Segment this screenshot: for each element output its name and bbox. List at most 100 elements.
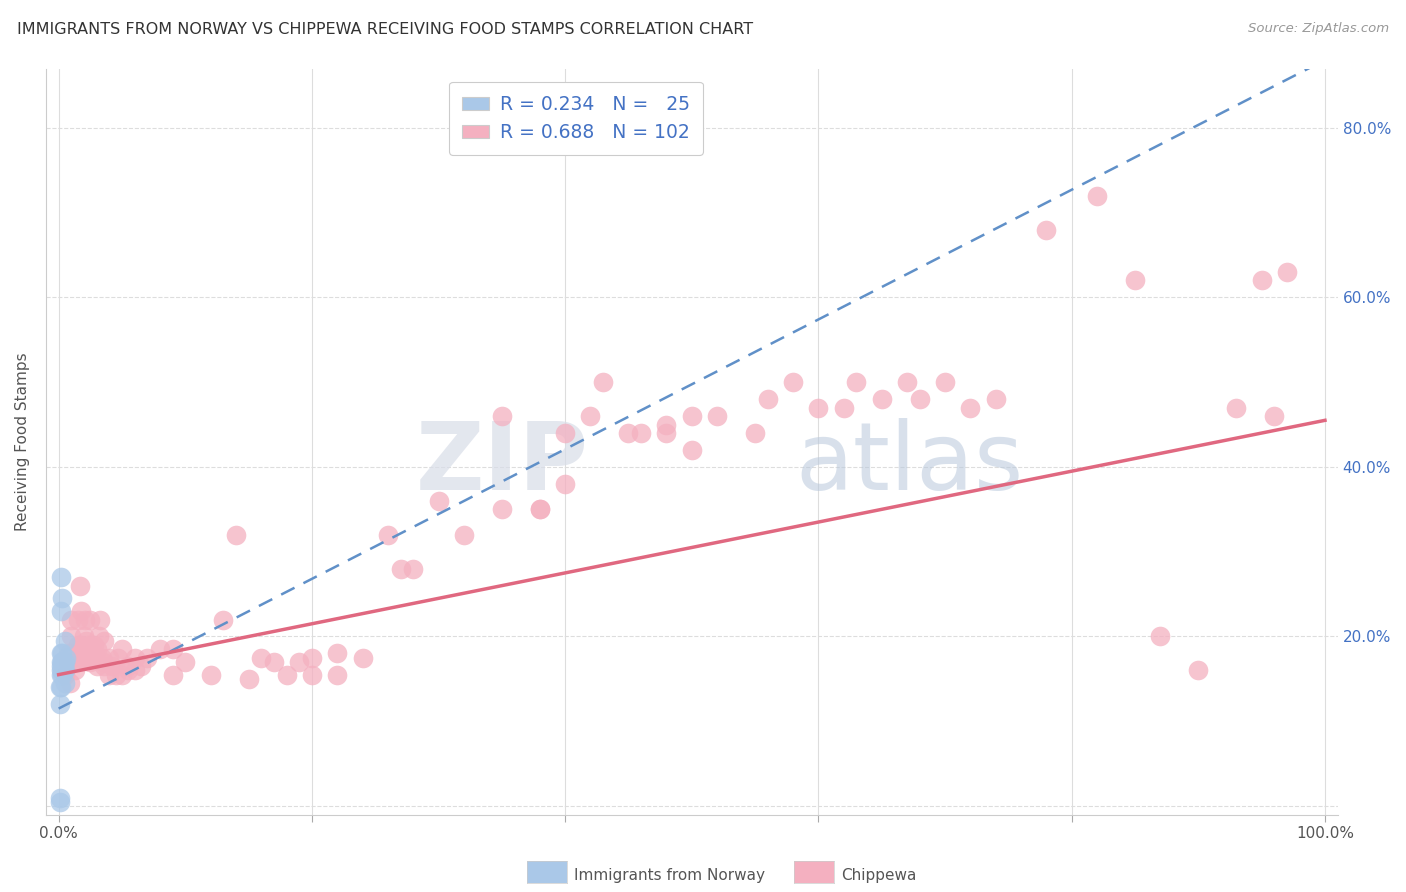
- Point: [51, 591, 73, 606]
- Point: [288, 655, 311, 669]
- Legend: R = 0.234   N =   25, R = 0.688   N = 102: R = 0.234 N = 25, R = 0.688 N = 102: [450, 82, 703, 155]
- Point: [655, 425, 678, 440]
- Point: [934, 375, 956, 389]
- Point: [238, 672, 260, 686]
- Point: [49, 790, 72, 805]
- Point: [69, 579, 91, 593]
- Text: Chippewa: Chippewa: [841, 869, 917, 883]
- Text: Immigrants from Norway: Immigrants from Norway: [574, 869, 765, 883]
- Point: [56, 655, 79, 669]
- Point: [86, 642, 108, 657]
- Point: [70, 638, 93, 652]
- Point: [402, 562, 425, 576]
- Point: [984, 392, 1007, 406]
- Point: [389, 562, 412, 576]
- Point: [59, 676, 82, 690]
- Point: [1225, 401, 1247, 415]
- Point: [1263, 409, 1285, 423]
- Point: [49, 681, 72, 695]
- Point: [453, 528, 475, 542]
- Point: [51, 664, 73, 678]
- Point: [51, 664, 73, 678]
- Point: [82, 650, 104, 665]
- Point: [89, 630, 111, 644]
- Point: [73, 630, 96, 644]
- Point: [53, 655, 76, 669]
- Point: [1275, 265, 1298, 279]
- Point: [51, 647, 73, 661]
- Point: [51, 604, 73, 618]
- Point: [76, 647, 98, 661]
- Point: [90, 650, 112, 665]
- Point: [162, 642, 184, 657]
- Point: [301, 650, 323, 665]
- Point: [807, 401, 830, 415]
- Point: [104, 667, 127, 681]
- Point: [681, 409, 703, 423]
- Point: [250, 650, 273, 665]
- Point: [70, 604, 93, 618]
- Point: [326, 667, 349, 681]
- Point: [1123, 273, 1146, 287]
- Point: [263, 655, 285, 669]
- Point: [83, 647, 105, 661]
- Point: [51, 667, 73, 681]
- Point: [617, 425, 640, 440]
- Point: [51, 659, 73, 673]
- Point: [124, 664, 146, 678]
- Point: [76, 650, 98, 665]
- Y-axis label: Receiving Food Stamps: Receiving Food Stamps: [15, 352, 30, 531]
- Point: [63, 655, 86, 669]
- Point: [301, 667, 323, 681]
- Point: [111, 642, 134, 657]
- Point: [129, 659, 152, 673]
- Point: [870, 392, 893, 406]
- Point: [1035, 222, 1057, 236]
- Point: [51, 570, 73, 584]
- Point: [427, 493, 450, 508]
- Point: [101, 659, 124, 673]
- Point: [89, 613, 111, 627]
- Point: [51, 655, 73, 669]
- Point: [225, 528, 247, 542]
- Point: [1149, 630, 1171, 644]
- Point: [79, 613, 101, 627]
- Point: [149, 642, 172, 657]
- Point: [86, 659, 108, 673]
- Point: [744, 425, 766, 440]
- Point: [80, 647, 103, 661]
- Point: [579, 409, 602, 423]
- Point: [276, 667, 298, 681]
- Point: [49, 795, 72, 809]
- Point: [756, 392, 779, 406]
- Point: [107, 650, 129, 665]
- Text: ZIP: ZIP: [416, 417, 589, 510]
- Point: [1085, 188, 1108, 202]
- Point: [1187, 664, 1209, 678]
- Point: [75, 613, 97, 627]
- Point: [79, 655, 101, 669]
- Point: [136, 650, 159, 665]
- Point: [111, 667, 134, 681]
- Point: [51, 655, 73, 669]
- Point: [529, 502, 551, 516]
- Point: [554, 425, 576, 440]
- Point: [98, 650, 121, 665]
- Point: [53, 664, 76, 678]
- Point: [51, 655, 73, 669]
- Point: [51, 667, 73, 681]
- Point: [76, 633, 98, 648]
- Point: [53, 676, 76, 690]
- Point: [53, 633, 76, 648]
- Point: [1250, 273, 1272, 287]
- Point: [52, 664, 75, 678]
- Point: [98, 667, 121, 681]
- Point: [782, 375, 804, 389]
- Point: [959, 401, 981, 415]
- Point: [72, 642, 94, 657]
- Point: [60, 630, 83, 644]
- Point: [326, 647, 349, 661]
- Point: [66, 638, 89, 652]
- Point: [73, 650, 96, 665]
- Point: [52, 655, 75, 669]
